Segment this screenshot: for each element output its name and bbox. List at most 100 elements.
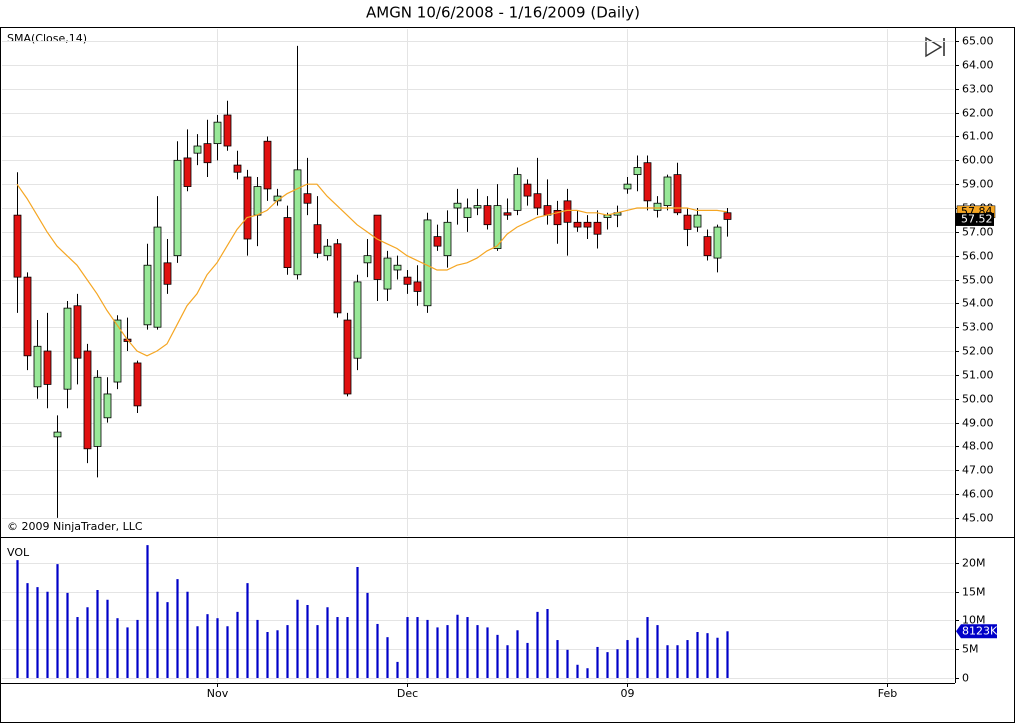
candle-body — [53, 431, 62, 438]
y-tick-label: 15M — [962, 586, 986, 599]
candle-body — [443, 221, 452, 257]
y-tick-label: 0 — [962, 672, 969, 685]
candle-body — [683, 214, 692, 230]
candle-body — [533, 193, 542, 209]
candle-body — [493, 205, 502, 249]
y-tick-label: 65.00 — [962, 35, 994, 48]
candle-body — [193, 145, 202, 154]
y-tick-label: 63.00 — [962, 83, 994, 96]
y-tick-label: 50.00 — [962, 393, 994, 406]
last-price-label: 57.52 — [961, 212, 993, 225]
candle-body — [283, 217, 292, 268]
candle-body — [453, 202, 462, 209]
candle-body — [723, 212, 732, 220]
candle-body — [223, 114, 232, 147]
candle-body — [623, 183, 632, 190]
y-tick-label: 54.00 — [962, 297, 994, 310]
candle-body — [303, 193, 312, 204]
candle-body — [23, 276, 32, 357]
sma-line — [16, 183, 728, 357]
x-tick-label: Dec — [397, 687, 418, 700]
candle-body — [413, 281, 422, 292]
y-tick-label: 45.00 — [962, 512, 994, 525]
candle-body — [203, 143, 212, 164]
y-tick-label: 46.00 — [962, 488, 994, 501]
candle-body — [293, 169, 302, 276]
y-tick-label: 61.00 — [962, 130, 994, 143]
candle-body — [343, 319, 352, 395]
candle-body — [693, 214, 702, 228]
candle-body — [133, 362, 142, 407]
candle-body — [423, 219, 432, 307]
candle-body — [333, 243, 342, 314]
candle-body — [703, 236, 712, 257]
candle-body — [233, 164, 242, 173]
candle-body — [263, 140, 272, 190]
copyright: © 2009 NinjaTrader, LLC — [7, 520, 143, 533]
candle-body — [323, 245, 332, 257]
y-tick-label: 53.00 — [962, 321, 994, 334]
candle-body — [143, 264, 152, 326]
candle-body — [363, 255, 372, 264]
candle-body — [83, 350, 92, 450]
y-tick-label: 20M — [962, 557, 986, 570]
y-tick-label: 49.00 — [962, 417, 994, 430]
last-volume-tag — [956, 624, 997, 639]
x-tick-label: Nov — [207, 687, 229, 700]
candle-body — [353, 281, 362, 359]
candle-body — [373, 214, 382, 280]
y-tick-label: 56.00 — [962, 250, 994, 263]
candle-body — [213, 121, 222, 145]
y-tick-label: 57.00 — [962, 226, 994, 239]
candle-body — [313, 224, 322, 254]
last-volume-label: 8123K — [962, 624, 998, 637]
candle-body — [573, 221, 582, 228]
candle-body — [713, 226, 722, 259]
candle-body — [43, 350, 52, 385]
y-tick-label: 51.00 — [962, 369, 994, 382]
candle-body — [173, 159, 182, 257]
x-tick-label: Feb — [878, 687, 897, 700]
y-tick-label: 59.00 — [962, 178, 994, 191]
candle-body — [473, 205, 482, 209]
y-tick-label: 60.00 — [962, 154, 994, 167]
y-tick-label: 62.00 — [962, 107, 994, 120]
y-tick-label: 52.00 — [962, 345, 994, 358]
candle-body — [383, 257, 392, 290]
chart-title: AMGN 10/6/2008 - 1/16/2009 (Daily) — [366, 4, 640, 22]
candle-body — [433, 236, 442, 247]
last-price-tag — [956, 212, 994, 226]
candle-body — [73, 305, 82, 359]
candle-body — [503, 212, 512, 216]
y-tick-label: 47.00 — [962, 464, 994, 477]
x-tick-label: 09 — [621, 687, 635, 700]
candle-body — [153, 226, 162, 328]
candle-body — [63, 307, 72, 390]
candle-body — [543, 205, 552, 216]
candle-body — [513, 174, 522, 211]
y-tick-label: 55.00 — [962, 274, 994, 287]
candle-body — [673, 174, 682, 214]
y-tick-label: 5M — [962, 643, 979, 656]
candle-body — [483, 205, 492, 226]
indicator-label: SMA(Close,14) — [7, 32, 87, 45]
y-tick-label: 64.00 — [962, 59, 994, 72]
candle-body — [643, 162, 652, 202]
candle-body — [653, 202, 662, 211]
y-tick-label: 48.00 — [962, 440, 994, 453]
candle-body — [463, 207, 472, 218]
candle-body — [663, 176, 672, 207]
candle-body — [163, 262, 172, 285]
candle-body — [403, 276, 412, 285]
candle-body — [563, 200, 572, 223]
candle-body — [393, 264, 402, 271]
y-tick-label: 10M — [962, 614, 986, 627]
candle-body — [113, 319, 122, 383]
volume-label: VOL — [7, 546, 30, 559]
candle-body — [253, 186, 262, 216]
candle-body — [523, 183, 532, 197]
candle-body — [633, 167, 642, 176]
candle-body — [583, 221, 592, 228]
candle-body — [553, 209, 562, 226]
